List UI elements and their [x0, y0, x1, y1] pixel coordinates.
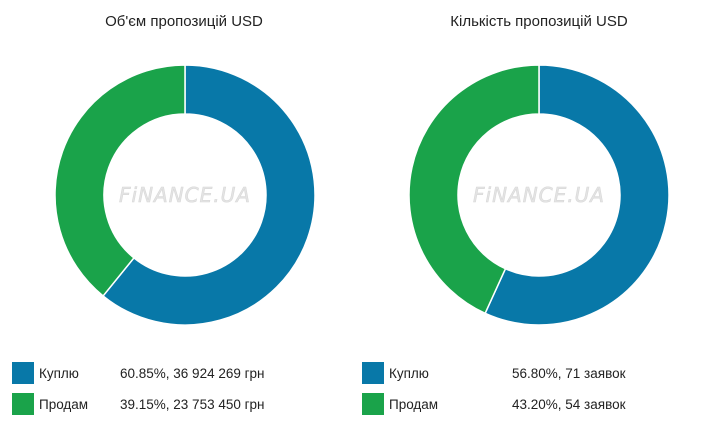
slice-sell[interactable] [408, 64, 540, 315]
legend-value-sell: 43.20%, 54 заявок [512, 397, 626, 412]
legend-label-buy: Куплю [389, 366, 429, 381]
legend-label-sell: Продам [39, 397, 89, 412]
count-chart-panel: Кількість пропозицій USD FiNANCE.UA Купл… [360, 0, 720, 430]
legend-swatch-sell [362, 393, 384, 415]
legend-value-buy: 56.80%, 71 заявок [512, 366, 626, 381]
legend-swatch-buy [12, 362, 34, 384]
legend-value-buy: 60.85%, 36 924 269 грн [120, 366, 265, 381]
legend-item-buy[interactable]: Куплю 60.85%, 36 924 269 грн [12, 362, 352, 393]
slice-sell[interactable] [54, 64, 186, 297]
watermark-logo: FiNANCE.UA [119, 183, 251, 207]
legend-swatch-buy [362, 362, 384, 384]
watermark-logo: FiNANCE.UA [473, 183, 605, 207]
legend-swatch-sell [12, 393, 34, 415]
donut-chart: FiNANCE.UA [54, 64, 316, 326]
legend-label-sell: Продам [389, 397, 439, 412]
volume-chart-panel: Об'єм пропозицій USD FiNANCE.UA Куплю 60… [12, 13, 352, 424]
chart-legend: Куплю 60.85%, 36 924 269 грн Продам 39.1… [12, 362, 352, 424]
slice-buy[interactable] [484, 64, 670, 326]
legend-item-buy[interactable]: Куплю 56.80%, 71 заявок [362, 362, 702, 393]
donut-chart: FiNANCE.UA [408, 64, 670, 326]
legend-value-sell: 39.15%, 23 753 450 грн [120, 397, 265, 412]
legend-label-buy: Куплю [39, 366, 79, 381]
chart-title: Об'єм пропозицій USD [105, 13, 263, 30]
legend-item-sell[interactable]: Продам 39.15%, 23 753 450 грн [12, 393, 352, 424]
chart-title: Кількість пропозицій USD [450, 13, 628, 30]
slice-buy[interactable] [102, 64, 316, 326]
legend-item-sell[interactable]: Продам 43.20%, 54 заявок [362, 393, 702, 424]
chart-legend: Куплю 56.80%, 71 заявок Продам 43.20%, 5… [362, 362, 702, 424]
